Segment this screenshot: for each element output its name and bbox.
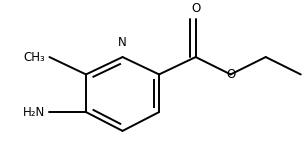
Text: O: O: [226, 68, 235, 81]
Text: CH₃: CH₃: [23, 51, 45, 64]
Text: O: O: [191, 2, 200, 15]
Text: H₂N: H₂N: [23, 106, 45, 119]
Text: N: N: [118, 36, 127, 49]
